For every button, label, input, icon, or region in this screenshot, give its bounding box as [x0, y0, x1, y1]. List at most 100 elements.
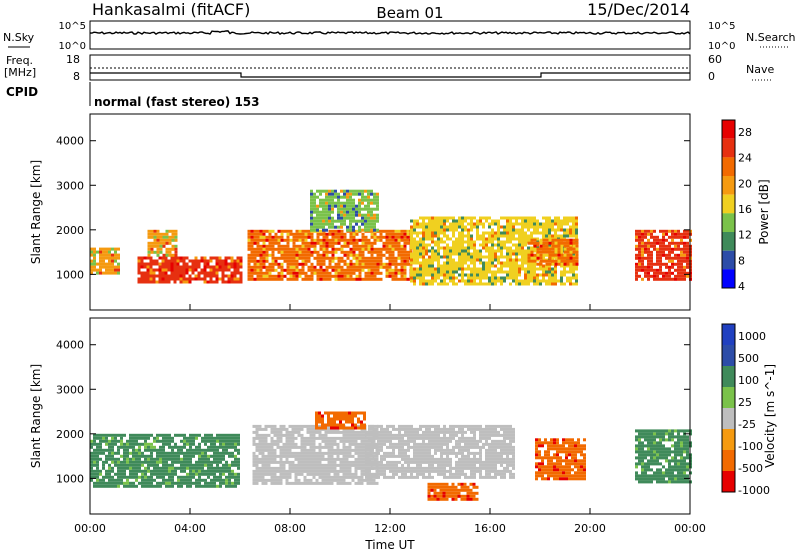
- heatmap-cell: [539, 247, 543, 251]
- heatmap-cell: [452, 475, 455, 479]
- heatmap-cell: [168, 451, 171, 455]
- heatmap-cell: [306, 457, 310, 461]
- heatmap-cell: [129, 484, 132, 488]
- heatmap-cell: [443, 261, 446, 265]
- heatmap-cell: [686, 247, 689, 251]
- heatmap-cell: [437, 424, 440, 428]
- heatmap-cell: [164, 271, 168, 275]
- heatmap-cell: [149, 271, 153, 275]
- heatmap-cell: [566, 234, 569, 238]
- heatmap-cell: [194, 262, 198, 266]
- heatmap-cell: [315, 454, 319, 458]
- heatmap-cell: [440, 427, 443, 431]
- heatmap-cell: [437, 267, 440, 271]
- heatmap-cell: [261, 448, 265, 452]
- heatmap-cell: [337, 198, 340, 202]
- heatmap-cell: [111, 445, 114, 449]
- heatmap-cell: [297, 481, 301, 485]
- heatmap-cell: [364, 244, 368, 248]
- heatmap-cell: [449, 430, 452, 434]
- heatmap-cell: [530, 273, 533, 277]
- heatmap-cell: [470, 267, 473, 271]
- heatmap-cell: [515, 261, 518, 265]
- heatmap-cell: [327, 478, 331, 482]
- heatmap-cell: [318, 436, 322, 440]
- heatmap-cell: [183, 460, 186, 464]
- heatmap-cell: [458, 457, 461, 461]
- heatmap-cell: [364, 265, 368, 269]
- heatmap-cell: [545, 253, 549, 257]
- heatmap-cell: [542, 276, 545, 280]
- heatmap-cell: [303, 448, 307, 452]
- heatmap-cell: [161, 259, 165, 263]
- heatmap-cell: [343, 216, 346, 220]
- heatmap-cell: [370, 268, 374, 272]
- heatmap-cell: [473, 249, 476, 253]
- heatmap-cell: [400, 256, 404, 260]
- heatmap-cell: [416, 469, 419, 473]
- heatmap-cell: [295, 265, 299, 269]
- heatmap-cell: [159, 439, 162, 443]
- heatmap-cell: [437, 466, 440, 470]
- heatmap-cell: [377, 445, 380, 449]
- heatmap-cell: [162, 241, 166, 245]
- heatmap-cell: [340, 259, 344, 263]
- heatmap-cell: [177, 478, 180, 482]
- heatmap-cell: [506, 216, 509, 220]
- heatmap-cell: [319, 198, 322, 202]
- heatmap-cell: [360, 460, 364, 464]
- heatmap-cell: [150, 481, 153, 485]
- heatmap-cell: [662, 253, 665, 257]
- heatmap-cell: [542, 228, 545, 232]
- heatmap-cell: [276, 460, 280, 464]
- heatmap-cell: [301, 232, 305, 236]
- heatmap-cell: [215, 259, 219, 263]
- heatmap-cell: [518, 264, 521, 268]
- heatmap-cell: [413, 255, 416, 259]
- heatmap-cell: [171, 472, 174, 476]
- heatmap-cell: [306, 451, 310, 455]
- heatmap-cell: [686, 232, 689, 236]
- heatmap-cell: [349, 198, 352, 202]
- heatmap-cell: [170, 277, 174, 281]
- heatmap-cell: [250, 235, 254, 239]
- heatmap-cell: [352, 216, 355, 220]
- heatmap-cell: [485, 243, 488, 247]
- heatmap-cell: [285, 472, 289, 476]
- heatmap-cell: [391, 274, 395, 278]
- heatmap-cell: [309, 424, 313, 428]
- heatmap-cell: [373, 238, 377, 242]
- heatmap-cell: [548, 225, 551, 229]
- heatmap-cell: [183, 445, 186, 449]
- heatmap-cell: [542, 264, 545, 268]
- heatmap-cell: [373, 274, 377, 278]
- heatmap-cell: [294, 481, 298, 485]
- heatmap-cell: [369, 481, 373, 485]
- heatmap-cell: [515, 273, 518, 277]
- heatmap-cell: [575, 247, 579, 251]
- heatmap-cell: [195, 466, 198, 470]
- heatmap-cell: [334, 219, 337, 223]
- heatmap-cell: [114, 478, 117, 482]
- heatmap-cell: [186, 457, 189, 461]
- heatmap-cell: [449, 276, 452, 280]
- heatmap-cell: [524, 249, 527, 253]
- heatmap-cell: [455, 243, 458, 247]
- heatmap-cell: [155, 268, 159, 272]
- heatmap-cell: [102, 466, 105, 470]
- heatmap-cell: [351, 460, 355, 464]
- heatmap-cell: [367, 204, 370, 208]
- heatmap-cell: [352, 207, 355, 211]
- heatmap-cell: [536, 250, 540, 254]
- heatmap-cell: [304, 229, 308, 233]
- heatmap-cell: [114, 457, 117, 461]
- heatmap-cell: [491, 282, 494, 286]
- heatmap-cell: [530, 234, 533, 238]
- heatmap-cell: [300, 439, 304, 443]
- heatmap-cell: [309, 436, 313, 440]
- heatmap-cell: [437, 237, 440, 241]
- heatmap-cell: [310, 274, 314, 278]
- heatmap-cell: [216, 457, 219, 461]
- heatmap-cell: [452, 436, 455, 440]
- heatmap-cell: [340, 213, 343, 217]
